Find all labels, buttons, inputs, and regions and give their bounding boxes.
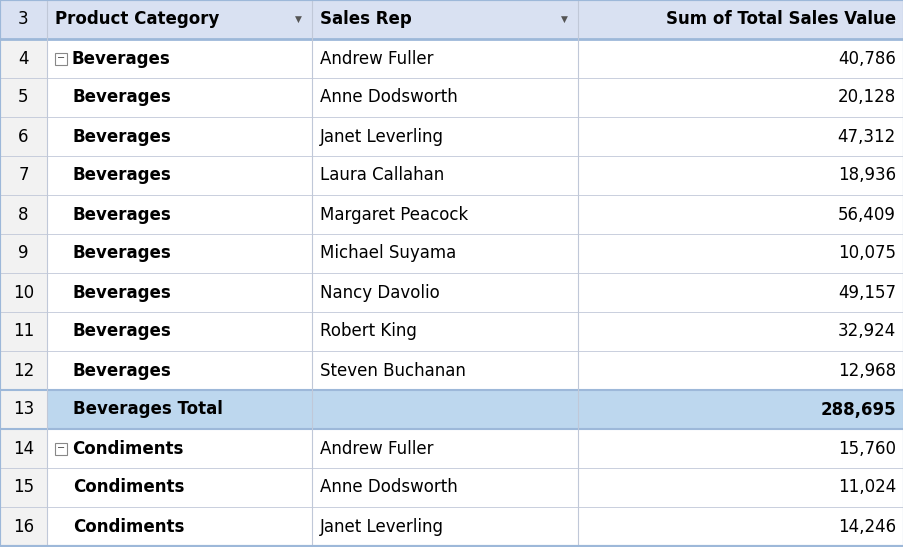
Bar bbox=[0, 390, 47, 429]
Text: −: − bbox=[57, 444, 65, 453]
Text: 7: 7 bbox=[18, 166, 29, 184]
Bar bbox=[0, 78, 47, 117]
Text: Beverages: Beverages bbox=[73, 127, 172, 146]
Text: 18,936: 18,936 bbox=[837, 166, 895, 184]
Text: Condiments: Condiments bbox=[73, 517, 184, 536]
Text: Beverages: Beverages bbox=[73, 283, 172, 301]
Text: Nancy Davolio: Nancy Davolio bbox=[320, 283, 439, 301]
Text: Andrew Fuller: Andrew Fuller bbox=[320, 49, 433, 67]
Bar bbox=[47, 429, 903, 468]
Text: 16: 16 bbox=[13, 517, 34, 536]
Text: Robert King: Robert King bbox=[320, 323, 416, 340]
Text: Anne Dodsworth: Anne Dodsworth bbox=[320, 89, 457, 107]
Bar bbox=[0, 39, 47, 78]
Text: 288,695: 288,695 bbox=[819, 400, 895, 418]
Text: Beverages: Beverages bbox=[72, 49, 171, 67]
Text: 32,924: 32,924 bbox=[837, 323, 895, 340]
Text: 4: 4 bbox=[18, 49, 29, 67]
Bar bbox=[47, 0, 903, 39]
Text: 49,157: 49,157 bbox=[837, 283, 895, 301]
Bar bbox=[47, 507, 903, 546]
Bar bbox=[47, 351, 903, 390]
Text: 12: 12 bbox=[13, 362, 34, 380]
Bar bbox=[0, 0, 47, 39]
Text: 14: 14 bbox=[13, 439, 34, 457]
Bar bbox=[47, 234, 903, 273]
Text: Beverages: Beverages bbox=[73, 89, 172, 107]
Bar bbox=[0, 351, 47, 390]
Text: Laura Callahan: Laura Callahan bbox=[320, 166, 443, 184]
Bar bbox=[0, 234, 47, 273]
Bar bbox=[0, 117, 47, 156]
Text: 10,075: 10,075 bbox=[837, 245, 895, 263]
Bar bbox=[0, 312, 47, 351]
Text: Andrew Fuller: Andrew Fuller bbox=[320, 439, 433, 457]
Bar bbox=[47, 117, 903, 156]
Bar bbox=[47, 156, 903, 195]
Text: Janet Leverling: Janet Leverling bbox=[320, 517, 443, 536]
Text: Steven Buchanan: Steven Buchanan bbox=[320, 362, 465, 380]
Text: Sum of Total Sales Value: Sum of Total Sales Value bbox=[666, 10, 895, 28]
Text: 15: 15 bbox=[13, 479, 34, 497]
Text: Sales Rep: Sales Rep bbox=[320, 10, 411, 28]
Text: 40,786: 40,786 bbox=[837, 49, 895, 67]
Text: 12,968: 12,968 bbox=[837, 362, 895, 380]
Text: Beverages: Beverages bbox=[73, 362, 172, 380]
Text: 3: 3 bbox=[18, 10, 29, 28]
Bar bbox=[47, 390, 903, 429]
Text: Beverages Total: Beverages Total bbox=[73, 400, 223, 418]
Text: Beverages: Beverages bbox=[73, 323, 172, 340]
Bar bbox=[0, 507, 47, 546]
Bar bbox=[47, 78, 903, 117]
Text: 10: 10 bbox=[13, 283, 34, 301]
Bar bbox=[55, 443, 67, 455]
Text: Beverages: Beverages bbox=[73, 166, 172, 184]
Text: 56,409: 56,409 bbox=[837, 206, 895, 224]
Text: −: − bbox=[57, 54, 65, 63]
Text: 8: 8 bbox=[18, 206, 29, 224]
Bar bbox=[47, 312, 903, 351]
Text: Michael Suyama: Michael Suyama bbox=[320, 245, 456, 263]
Text: 9: 9 bbox=[18, 245, 29, 263]
Text: 13: 13 bbox=[13, 400, 34, 418]
Text: ▼: ▼ bbox=[561, 15, 567, 24]
Text: 5: 5 bbox=[18, 89, 29, 107]
Text: 6: 6 bbox=[18, 127, 29, 146]
Text: Beverages: Beverages bbox=[73, 245, 172, 263]
Bar bbox=[0, 429, 47, 468]
Text: Janet Leverling: Janet Leverling bbox=[320, 127, 443, 146]
Text: Beverages: Beverages bbox=[73, 206, 172, 224]
Text: Condiments: Condiments bbox=[72, 439, 183, 457]
Bar bbox=[0, 273, 47, 312]
Text: 47,312: 47,312 bbox=[837, 127, 895, 146]
Bar bbox=[0, 195, 47, 234]
Bar bbox=[47, 273, 903, 312]
Bar bbox=[47, 39, 903, 78]
Text: Product Category: Product Category bbox=[55, 10, 219, 28]
Bar bbox=[0, 468, 47, 507]
Text: 11: 11 bbox=[13, 323, 34, 340]
Bar bbox=[47, 468, 903, 507]
Text: 15,760: 15,760 bbox=[837, 439, 895, 457]
Text: 14,246: 14,246 bbox=[837, 517, 895, 536]
Text: Anne Dodsworth: Anne Dodsworth bbox=[320, 479, 457, 497]
Bar bbox=[47, 195, 903, 234]
Text: 20,128: 20,128 bbox=[837, 89, 895, 107]
Text: ▼: ▼ bbox=[294, 15, 302, 24]
Text: Margaret Peacock: Margaret Peacock bbox=[320, 206, 468, 224]
Bar bbox=[0, 156, 47, 195]
Text: Condiments: Condiments bbox=[73, 479, 184, 497]
Text: 11,024: 11,024 bbox=[837, 479, 895, 497]
Bar bbox=[55, 53, 67, 65]
